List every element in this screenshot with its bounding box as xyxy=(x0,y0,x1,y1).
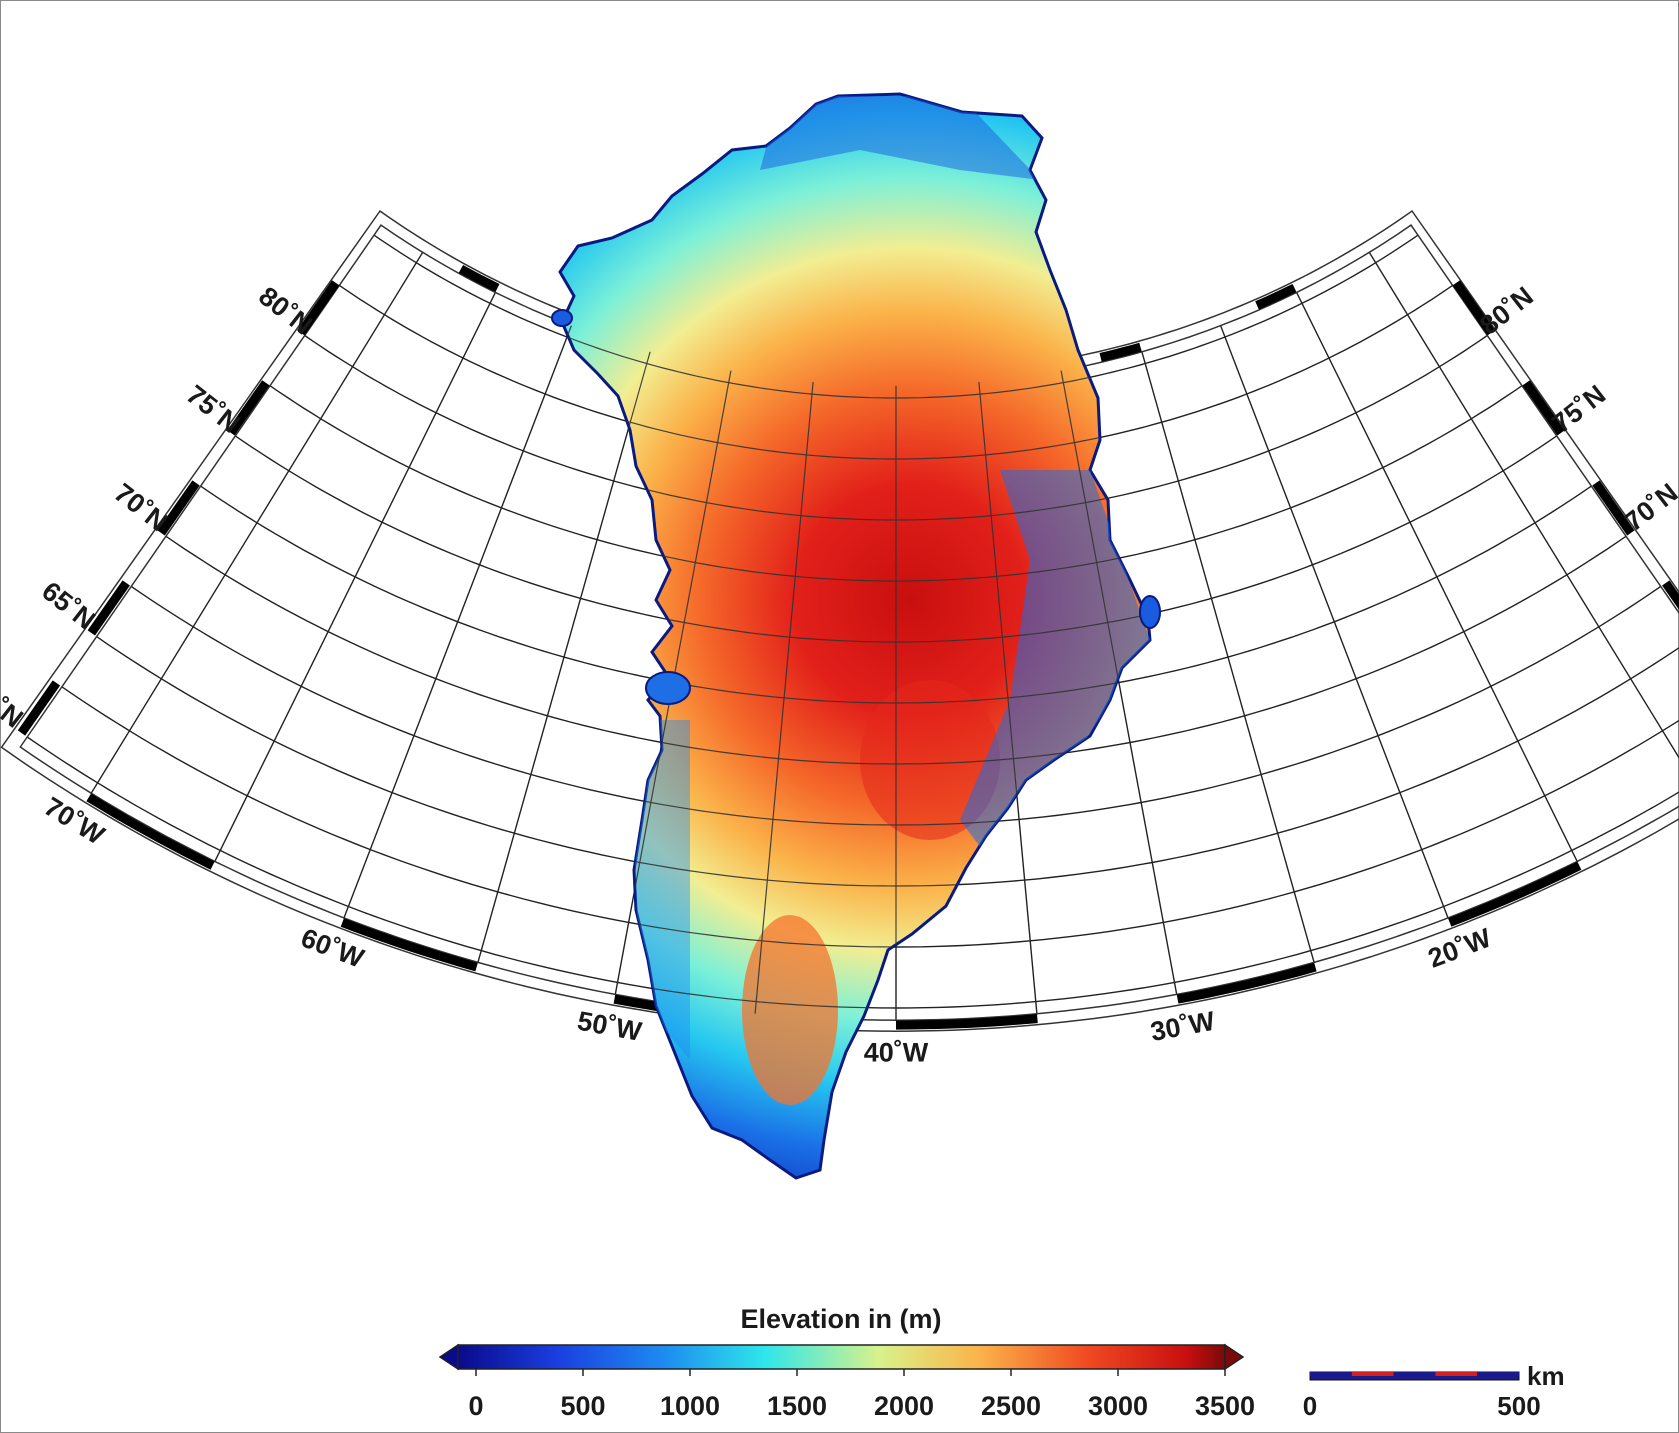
elevation-colorbar: Elevation in (m) 0 500 1000 1500 2000 2500 300… xyxy=(438,1304,1255,1421)
greenland-landmass xyxy=(551,92,1161,1180)
colorbar-tick-label: 2500 xyxy=(981,1391,1041,1421)
frame-band xyxy=(86,793,215,870)
colorbar-tick-label: 3000 xyxy=(1088,1391,1148,1421)
colorbar-tick-label: 500 xyxy=(560,1391,605,1421)
colorbar-gradient xyxy=(457,1344,1226,1370)
frame-band xyxy=(87,580,130,636)
frame-band xyxy=(458,264,500,293)
colorbar-min-triangle xyxy=(438,1343,459,1371)
meridian-line xyxy=(1219,325,1449,919)
scale-bar-unit: km xyxy=(1527,1361,1565,1391)
scale-bar-segment xyxy=(1351,1372,1394,1376)
colorbar-tick-label: 1000 xyxy=(660,1391,720,1421)
longitude-label: 30˚W xyxy=(1148,1006,1217,1047)
frame-band xyxy=(895,1014,1038,1030)
frame-band xyxy=(1099,342,1142,362)
frame-band xyxy=(1522,380,1565,436)
frame-band xyxy=(1592,480,1635,536)
longitude-label: 20˚W xyxy=(1424,922,1495,973)
meridian-line xyxy=(477,351,651,963)
frame-band xyxy=(1176,962,1317,1004)
frame-band xyxy=(1452,280,1495,336)
meridian-line xyxy=(1368,251,1679,759)
frame-band xyxy=(17,680,61,736)
colorbar-title: Elevation in (m) xyxy=(740,1304,941,1334)
meridian-line xyxy=(1141,351,1315,963)
colorbar-tick-label: 0 xyxy=(468,1391,483,1421)
scale-bar-segment xyxy=(1393,1372,1436,1376)
longitude-label: 50˚W xyxy=(575,1006,644,1047)
frame-band xyxy=(1255,283,1297,310)
meridian-line xyxy=(1295,292,1578,862)
scale-bar-segment xyxy=(1310,1372,1352,1376)
scale-bar: km 0 500 xyxy=(1303,1361,1565,1421)
scale-bar-segment xyxy=(1435,1372,1478,1376)
frame-band xyxy=(1662,580,1679,610)
longitude-label: 40˚W xyxy=(864,1038,929,1068)
colorbar-tick-label: 2000 xyxy=(874,1391,934,1421)
frame-band xyxy=(340,918,478,972)
colorbar-max-triangle xyxy=(1224,1343,1245,1371)
frame-band xyxy=(297,280,340,336)
colorbar-tick-label: 3500 xyxy=(1195,1391,1255,1421)
meridian-line xyxy=(214,292,497,862)
colorbar-tick-label: 1500 xyxy=(767,1391,827,1421)
meridian-line xyxy=(343,325,573,919)
scale-bar-segment xyxy=(1477,1372,1519,1376)
frame-band xyxy=(1448,861,1582,927)
scale-bar-end: 500 xyxy=(1497,1391,1540,1421)
frame-band xyxy=(227,380,270,436)
meridian-line xyxy=(754,381,814,1014)
meridian-line xyxy=(90,251,424,794)
colorbar-ticks: 0 500 1000 1500 2000 2500 3000 3500 xyxy=(468,1369,1255,1421)
frame-band xyxy=(157,480,200,536)
scale-bar-start: 0 xyxy=(1303,1391,1317,1421)
